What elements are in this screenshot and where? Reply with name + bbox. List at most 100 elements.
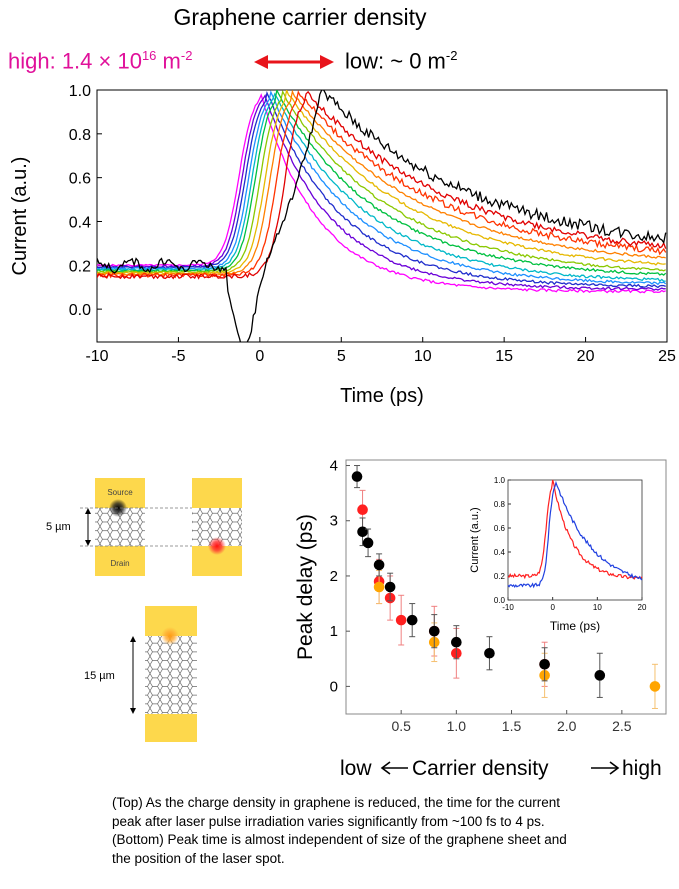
marker	[649, 681, 661, 692]
y-tick-label: 2	[330, 568, 338, 585]
marker	[357, 526, 368, 538]
series-line	[97, 90, 666, 289]
y-tick-label: 0.4	[69, 214, 91, 231]
series-line	[97, 90, 666, 276]
x-axis-label: Time (ps)	[340, 385, 424, 407]
inset-series-line	[507, 480, 643, 589]
series-line	[97, 90, 667, 342]
high-density-unit: m	[156, 48, 181, 74]
gap-small-label: 5 µm	[46, 521, 71, 533]
inset-y-tick-label: 0.8	[494, 500, 506, 509]
inset-x-tick-label: 10	[593, 603, 602, 612]
marker	[351, 471, 363, 482]
x-tick-label: 25	[658, 348, 676, 365]
inset-y-tick-label: 0.0	[494, 596, 506, 605]
laser-spot	[208, 537, 226, 555]
inset-y-axis-label: Current (a.u.)	[469, 507, 481, 572]
marker	[362, 537, 374, 549]
marker	[395, 614, 407, 626]
y-tick-label: 0.2	[69, 258, 91, 275]
y-tick-label: 0.0	[69, 302, 91, 319]
x-axis-label: Carrier density	[412, 757, 549, 780]
drain-label: Drain	[110, 559, 129, 568]
inset-y-tick-label: 0.6	[494, 524, 506, 533]
x-axis-high-label: high	[622, 757, 662, 780]
series-line	[97, 90, 667, 279]
y-tick-label: 4	[330, 458, 338, 475]
figure-caption: (Top) As the charge density in graphene …	[112, 795, 567, 866]
data-point	[384, 572, 396, 602]
peak-delay-chart: 0.5 1.0 1.5 2.0 2.5 0 1 2 3 4 Peak delay (ps) low Ca…	[294, 458, 667, 780]
high-density-prefix: high: 1.4 × 10	[8, 48, 142, 74]
inset-series-line	[507, 479, 643, 580]
x-tick-label: 0	[255, 348, 264, 365]
x-axis-low-label: low	[340, 757, 372, 780]
plot-frame	[96, 89, 668, 343]
inset-x-axis-label: Time (ps)	[550, 619, 600, 633]
marker	[384, 581, 396, 593]
right-arrow-head	[609, 761, 620, 775]
marker	[428, 625, 440, 637]
x-tick-label: 15	[495, 348, 513, 365]
x-tick-label: 10	[414, 348, 432, 365]
data-point	[451, 625, 462, 660]
inset-x-tick-label: 20	[638, 603, 647, 612]
y-axis-label: Peak delay (ps)	[294, 514, 317, 660]
data-point	[594, 652, 606, 698]
x-tick-label: 1.0	[447, 718, 467, 734]
series-line	[97, 93, 666, 294]
device-schematic: Source Drain 5 µm 15 µm	[46, 478, 242, 742]
marker	[373, 581, 385, 593]
high-density-exponent: 16	[141, 48, 157, 63]
marker	[373, 559, 385, 571]
plot-frame	[345, 459, 667, 715]
x-tick-label: 1.5	[502, 718, 522, 734]
data-point	[373, 569, 385, 605]
marker	[539, 659, 550, 670]
series-line	[97, 90, 667, 274]
marker	[484, 647, 495, 659]
inset-y-tick-label: 1.0	[494, 476, 506, 485]
chart-title: Graphene carrier density	[173, 4, 427, 30]
inset-frame	[507, 479, 643, 601]
left-arrow-head	[380, 761, 391, 775]
laser-spot	[161, 627, 179, 645]
y-tick-label: 1.0	[69, 83, 91, 100]
x-tick-label: 2.5	[612, 718, 632, 734]
y-tick-label: 0.8	[69, 127, 91, 144]
y-tick-label: 0.6	[69, 171, 91, 188]
low-density-prefix: low: ~ 0 m	[345, 48, 446, 74]
x-tick-label: 20	[577, 348, 595, 365]
series-line	[97, 90, 667, 286]
inset-y-tick-label: 0.2	[494, 572, 506, 581]
low-density-exponent: -2	[445, 48, 458, 63]
y-tick-label: 3	[330, 513, 338, 530]
marker	[594, 670, 606, 681]
low-density-label: low: ~ 0 m-2	[345, 48, 457, 74]
x-tick-label: 5	[337, 348, 346, 365]
data-point	[649, 663, 661, 709]
data-point	[395, 594, 407, 646]
device-small-drain-spot	[192, 478, 242, 576]
data-point	[428, 614, 440, 649]
data-point	[406, 603, 418, 638]
data-point	[484, 636, 495, 671]
high-density-unit-exponent: -2	[180, 48, 193, 63]
marker	[357, 504, 368, 515]
device-large	[145, 606, 197, 742]
inset-x-tick-label: -10	[502, 603, 514, 612]
x-tick-label: 2.0	[557, 718, 577, 734]
x-tick-label: 0.5	[391, 718, 411, 734]
series-line	[97, 90, 667, 280]
source-label: Source	[107, 488, 133, 497]
y-axis-label: Current (a.u.)	[9, 157, 31, 276]
data-point	[362, 528, 374, 558]
x-tick-label: -5	[171, 348, 185, 365]
series-line	[97, 92, 666, 283]
series-line	[97, 90, 667, 276]
right-arrow-icon	[591, 761, 620, 775]
double-arrow-icon	[254, 55, 334, 69]
high-density-label: high: 1.4 × 1016 m-2	[8, 48, 192, 74]
marker	[451, 636, 462, 648]
data-point	[539, 647, 550, 682]
